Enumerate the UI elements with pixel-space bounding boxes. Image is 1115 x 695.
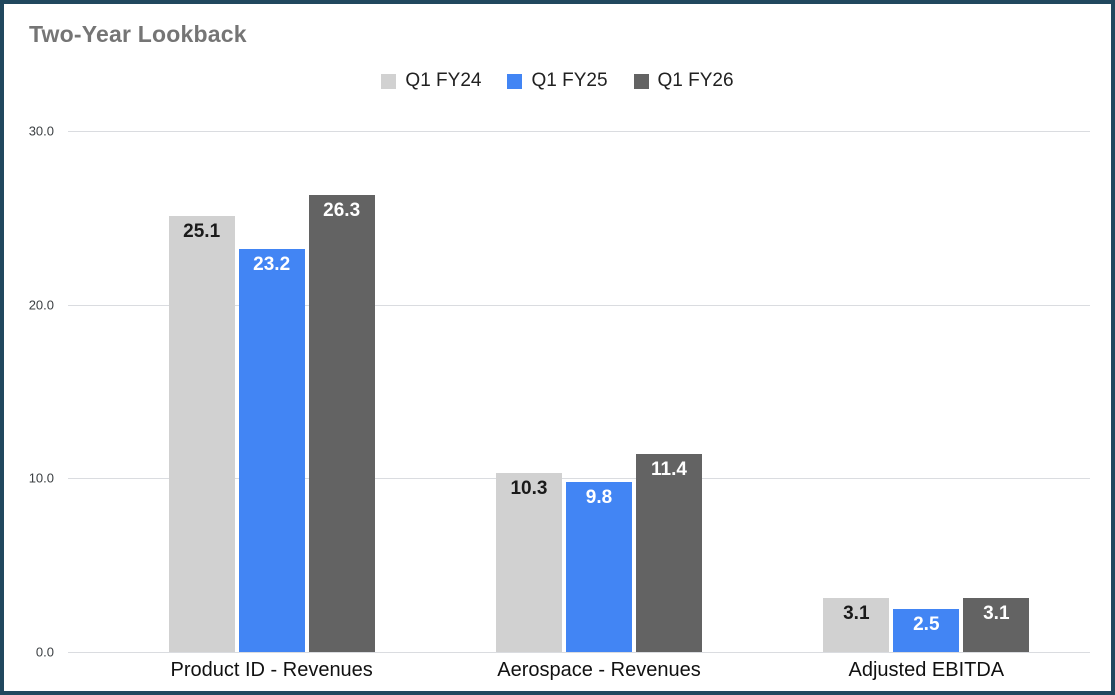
y-tick-label: 20.0 — [28, 297, 54, 313]
bar-value-label: 11.4 — [651, 459, 687, 481]
bar-value-label: 10.3 — [510, 478, 548, 500]
bar-value-label: 26.3 — [323, 200, 361, 222]
plot-area: 25.1 23.2 26.3 Product ID - Revenues 10.3 9.8… — [68, 131, 1090, 681]
legend-swatch-icon — [507, 73, 523, 89]
bar-q1-fy25-aerospace-revenues: 9.8 — [565, 481, 632, 652]
bar-q1-fy25-product-id-revenues: 23.2 — [238, 249, 305, 652]
bar-q1-fy26-product-id-revenues: 26.3 — [308, 195, 375, 652]
bar-group-product-id-revenues: 25.1 23.2 26.3 Product ID - Revenues — [168, 131, 375, 681]
bar-value-label: 2.5 — [913, 613, 940, 635]
gridline-20.0 — [68, 304, 1090, 306]
legend-item-q1-fy26: Q1 FY26 — [633, 70, 734, 92]
category-label-aerospace-revenues: Aerospace - Revenues — [497, 659, 701, 681]
bar-q1-fy24-adjusted-ebitda: 3.1 — [823, 598, 890, 652]
legend-label: Q1 FY25 — [531, 70, 608, 91]
y-tick-label: 30.0 — [28, 123, 54, 139]
legend-swatch-icon — [633, 73, 649, 89]
bar-q1-fy24-product-id-revenues: 25.1 — [168, 216, 235, 652]
chart-title: Two-Year Lookback — [29, 21, 247, 47]
legend: Q1 FY24 Q1 FY25 Q1 FY26 — [4, 70, 1111, 92]
bar-value-label: 3.1 — [843, 603, 870, 625]
bar-groups: 25.1 23.2 26.3 Product ID - Revenues 10.3 9.8… — [68, 131, 1090, 681]
bar-value-label: 3.1 — [983, 603, 1010, 625]
bar-q1-fy25-adjusted-ebitda: 2.5 — [893, 608, 960, 652]
y-tick-label: 0.0 — [35, 644, 54, 660]
gridline-10.0 — [68, 478, 1090, 480]
bar-q1-fy26-aerospace-revenues: 11.4 — [635, 454, 702, 652]
category-label-adjusted-ebitda: Adjusted EBITDA — [848, 659, 1005, 681]
bar-group-aerospace-revenues: 10.3 9.8 11.4 Aerospace - Revenues — [495, 131, 702, 681]
bar-q1-fy24-aerospace-revenues: 10.3 — [495, 473, 562, 652]
gridline-30.0 — [68, 131, 1090, 132]
legend-swatch-icon — [381, 73, 397, 89]
category-label-product-id-revenues: Product ID - Revenues — [170, 659, 373, 681]
legend-item-q1-fy24: Q1 FY24 — [381, 70, 481, 92]
bar-q1-fy26-adjusted-ebitda: 3.1 — [963, 598, 1030, 652]
legend-item-q1-fy25: Q1 FY25 — [507, 70, 608, 92]
gridline-0.0 — [68, 652, 1090, 653]
legend-label: Q1 FY26 — [657, 70, 734, 91]
bar-value-label: 23.2 — [253, 254, 291, 276]
y-tick-label: 10.0 — [28, 470, 54, 486]
bar-value-label: 9.8 — [585, 486, 613, 508]
y-axis: 0.0 10.0 20.0 30.0 — [4, 124, 62, 660]
bar-group-adjusted-ebitda: 3.1 2.5 3.1 Adjusted EBITDA — [823, 131, 1030, 681]
bar-value-label: 25.1 — [183, 221, 221, 243]
legend-label: Q1 FY24 — [405, 70, 482, 91]
